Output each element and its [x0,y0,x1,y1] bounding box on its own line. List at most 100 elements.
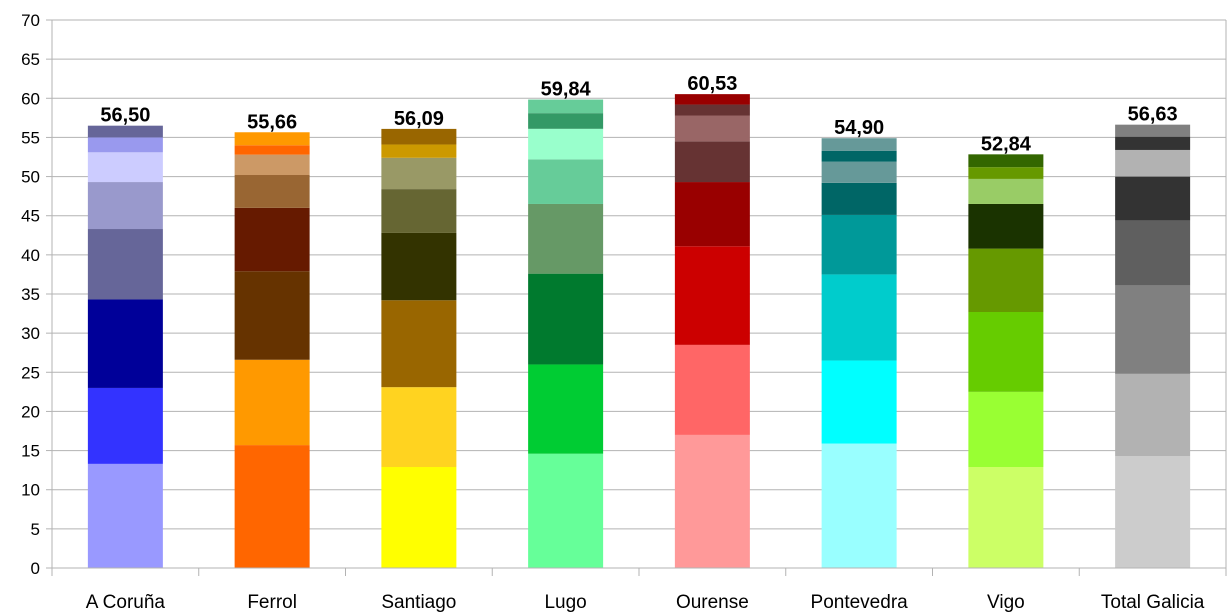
bar-segment [381,232,457,301]
bar-segment [87,125,163,138]
x-category-label: Pontevedra [811,592,909,613]
bar-segment [234,154,310,176]
bar-segment [1115,149,1191,177]
bar-segment [528,203,604,274]
y-tick-label: 65 [21,50,40,69]
bar-segment [821,161,897,183]
y-tick-label: 40 [21,246,40,265]
bar-segment [674,246,750,345]
bar-segment [1115,136,1191,150]
total-data-label: 52,84 [981,133,1032,155]
total-data-label: 59,84 [541,79,592,101]
bar-segment [381,128,457,145]
bar-segment [528,113,604,129]
bar-segment [1115,124,1191,137]
bar-segment [528,453,604,568]
bar-segment [674,104,750,116]
bar-segment [87,299,163,388]
bar-segment [821,443,897,568]
bar-segment [1115,456,1191,568]
bar-segment [821,274,897,361]
bar-segment [1115,220,1191,286]
bars-group [87,94,1191,568]
bar-segment [968,391,1044,468]
bar-segment [968,312,1044,392]
y-tick-label: 20 [21,402,40,421]
bar-segment [968,154,1044,168]
total-data-label: 54,90 [834,117,884,139]
bar-segment [381,387,457,468]
total-data-label: 55,66 [247,111,297,133]
bar-segment [528,273,604,365]
bar-segment [821,138,897,151]
bar-segment [381,189,457,233]
bar-segment [381,467,457,568]
bar-segment [528,159,604,204]
bar-segment [674,115,750,142]
bar-segment [674,434,750,568]
y-axis-tick-labels: 0 5 10 15 20 25 30 35 40 45 50 55 60 65 70 [21,11,40,578]
bar-segment [87,182,163,230]
bar-segment [87,137,163,153]
bar-segment [87,229,163,300]
total-value-labels: 56,50 55,66 56,09 59,84 60,53 54,90 52,84 56,63 [100,73,1177,155]
bar-segment [528,128,604,160]
y-tick-label: 25 [21,363,40,382]
bar-segment [821,150,897,162]
y-tick-label: 35 [21,285,40,304]
total-data-label: 56,50 [100,105,150,127]
bar-segment [381,157,457,190]
y-tick-label: 55 [21,128,40,147]
bar-segment [1115,373,1191,457]
bar-segment [87,152,163,183]
bar-segment [674,344,750,435]
bar-segment [87,387,163,464]
bar-segment [381,300,457,388]
bar-segment [968,178,1044,204]
total-data-label: 56,63 [1128,104,1178,126]
bar-segment [234,445,310,568]
bar-segment [1115,285,1191,374]
bar-segment [234,132,310,146]
total-data-label: 60,53 [687,73,737,95]
y-tick-label: 5 [31,520,40,539]
bar-segment [674,94,750,105]
y-tick-label: 50 [21,168,40,187]
y-tick-label: 45 [21,207,40,226]
bar-segment [821,360,897,444]
bar-segment [674,182,750,247]
bar-segment [968,167,1044,179]
x-category-label: Ferrol [247,592,297,613]
bar-segment [87,463,163,568]
bar-segment [968,248,1044,313]
bar-segment [234,175,310,208]
bar-segment [234,145,310,155]
bar-segment [674,141,750,183]
bar-segment [528,99,604,114]
y-tick-label: 0 [31,559,40,578]
bar-segment [821,182,897,215]
y-tick-label: 10 [21,481,40,500]
x-category-label: Vigo [987,592,1025,613]
axes [51,20,1227,576]
bar-segment [234,207,310,272]
x-category-label: Santiago [381,592,456,613]
y-tick-label: 60 [21,89,40,108]
y-tick-label: 30 [21,324,40,343]
x-category-label: A Coruña [86,592,166,613]
y-tick-label: 15 [21,442,40,461]
x-category-label: Ourense [676,592,749,613]
bar-segment [381,144,457,158]
x-axis-category-labels: A Coruña Ferrol Santiago Lugo Ourense Ponteve… [86,592,1205,613]
bar-segment [234,271,310,360]
bar-segment [528,364,604,454]
bar-segment [821,214,897,275]
x-category-label: Lugo [544,592,586,613]
bar-segment [968,203,1044,249]
gridlines [46,19,1226,569]
y-tick-label: 70 [21,11,40,30]
bar-segment [234,359,310,446]
total-data-label: 56,09 [394,108,444,130]
x-category-label: Total Galicia [1101,592,1205,613]
